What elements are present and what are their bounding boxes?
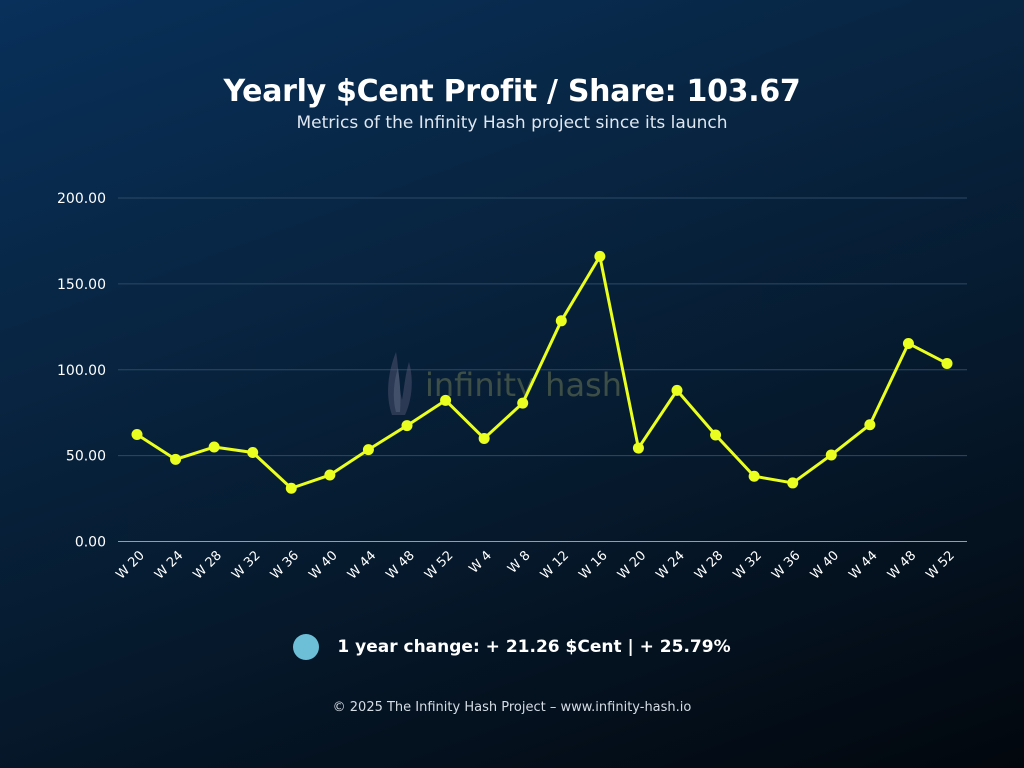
data-point: [825, 449, 837, 461]
data-point: [902, 337, 914, 349]
x-tick-label: W 44: [846, 548, 880, 582]
x-tick-label: W 8: [505, 548, 533, 576]
x-tick-label: W 36: [268, 548, 302, 582]
series-line: [136, 254, 948, 490]
data-point: [285, 482, 297, 494]
x-tick-label: W 48: [885, 548, 919, 582]
x-tick-label: W 24: [152, 548, 186, 582]
x-tick-label: W 52: [422, 548, 456, 582]
data-point: [517, 397, 529, 409]
data-point: [170, 453, 182, 465]
x-tick-label: W 20: [615, 548, 649, 582]
data-point: [247, 447, 259, 459]
chart-subtitle: Metrics of the Infinity Hash project sin…: [296, 113, 728, 133]
data-point: [787, 477, 799, 489]
data-point: [671, 384, 683, 396]
y-tick-label: 0.00: [75, 535, 106, 551]
data-point: [632, 442, 644, 454]
data-point: [208, 441, 220, 453]
x-tick-label: W 4: [466, 548, 494, 576]
x-tick-label: W 40: [808, 548, 842, 582]
data-point: [748, 470, 760, 482]
data-point: [555, 315, 567, 327]
data-point: [478, 432, 490, 444]
x-tick-label: W 44: [345, 548, 379, 582]
x-tick-label: W 20: [114, 548, 148, 582]
x-tick-label: W 36: [769, 548, 803, 582]
y-tick-label: 50.00: [66, 449, 106, 465]
x-tick-label: W 12: [538, 548, 572, 582]
y-tick-label: 200.00: [57, 191, 106, 207]
x-tick-label: W 32: [731, 548, 765, 582]
chart-title: Yearly $Cent Profit / Share: 103.67: [223, 74, 801, 109]
x-tick-label: W 28: [692, 548, 726, 582]
flame-logo-icon: [388, 352, 412, 415]
data-points: [131, 250, 953, 494]
y-axis-ticks: 0.00 50.00 100.00 150.00 200.00: [57, 191, 106, 551]
data-point: [324, 469, 336, 481]
y-tick-label: 100.00: [57, 363, 106, 379]
x-tick-label: W 32: [229, 548, 263, 582]
legend: 1 year change: + 21.26 $Cent | + 25.79%: [0, 634, 1024, 660]
x-tick-label: W 24: [654, 548, 688, 582]
gridlines: [118, 197, 967, 457]
data-point: [131, 428, 143, 440]
data-point: [362, 444, 374, 456]
data-point: [864, 419, 876, 431]
x-tick-label: W 48: [384, 548, 418, 582]
legend-text: 1 year change: + 21.26 $Cent | + 25.79%: [337, 637, 731, 657]
data-point: [440, 394, 452, 406]
x-tick-label: W 16: [576, 548, 610, 582]
x-tick-label: W 52: [924, 548, 958, 582]
watermark-logo: infinity hash: [388, 352, 622, 415]
y-tick-label: 150.00: [57, 277, 106, 293]
footer-copyright: © 2025 The Infinity Hash Project – www.i…: [332, 700, 692, 715]
data-point: [401, 420, 413, 432]
data-point: [710, 429, 722, 441]
x-tick-label: W 40: [306, 548, 340, 582]
data-point: [594, 250, 606, 262]
x-tick-label: W 28: [191, 548, 225, 582]
data-point: [941, 357, 953, 369]
legend-dot-icon: [293, 634, 320, 660]
